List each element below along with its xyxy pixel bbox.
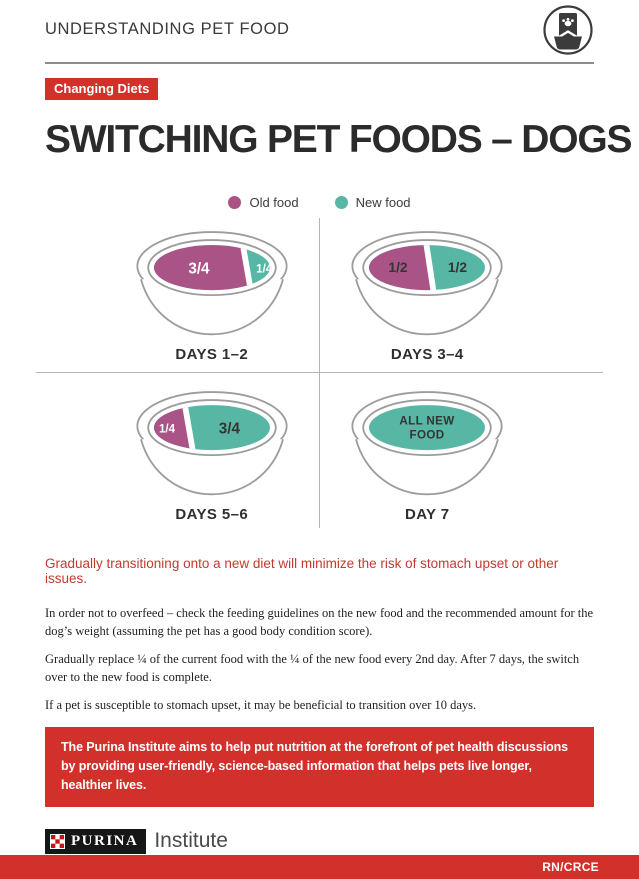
- legend-item-new-food: New food: [334, 194, 411, 210]
- portion-label-new: 1/4: [256, 263, 273, 276]
- day-label: DAYS 5–6: [175, 505, 249, 523]
- grid-row-2: 1/4 3/4 DAYS 5–6 ALL NEW FOOD DAY 7: [104, 372, 535, 528]
- bowl-diagram-days-3-4: 1/2 1/2: [351, 231, 503, 336]
- portion-label-new-line2: FOOD: [410, 428, 445, 441]
- portion-label-new: 3/4: [219, 420, 241, 437]
- bowl-cell-days-1-2: 3/4 1/4 DAYS 1–2: [104, 218, 320, 372]
- paragraph-1: In order not to overfeed – check the fee…: [45, 605, 594, 639]
- brand-suffix: Institute: [154, 829, 228, 853]
- grid-row-1: 3/4 1/4 DAYS 1–2 1/2 1/2: [104, 218, 535, 372]
- portion-label-old: 1/2: [389, 260, 408, 275]
- bowl-cell-days-5-6: 1/4 3/4 DAYS 5–6: [104, 372, 320, 528]
- vertical-divider: [319, 217, 320, 528]
- portion-label-new-line1: ALL NEW: [400, 415, 455, 428]
- day-label: DAY 7: [404, 505, 450, 523]
- header-title: UNDERSTANDING PET FOOD: [45, 20, 290, 38]
- purina-logo-box: PURINA: [45, 828, 147, 854]
- bowl-cell-days-3-4: 1/2 1/2 DAYS 3–4: [320, 218, 536, 372]
- pet-food-bag-bowl-icon: [543, 5, 593, 55]
- portion-label-new: 1/2: [448, 260, 467, 275]
- old-food-dot-icon: [228, 195, 242, 209]
- purina-institute-callout: The Purina Institute aims to help put nu…: [45, 726, 594, 807]
- day-label: DAYS 3–4: [390, 345, 464, 363]
- page-header: UNDERSTANDING PET FOOD: [45, 4, 594, 56]
- section-badge: Changing Diets: [45, 78, 159, 100]
- header-divider: [45, 62, 594, 64]
- document-code: RN/CRCE: [542, 860, 599, 874]
- new-food-dot-icon: [334, 195, 348, 209]
- bowl-diagram-days-1-2: 3/4 1/4: [136, 231, 288, 336]
- bowl-cell-day-7: ALL NEW FOOD DAY 7: [320, 372, 536, 528]
- bowl-diagram-day-7: ALL NEW FOOD: [351, 391, 503, 496]
- horizontal-divider: [36, 371, 603, 373]
- logo-row: PURINA Institute: [45, 828, 256, 854]
- portion-label-old: 1/4: [159, 423, 176, 436]
- legend: Old food New food: [0, 195, 639, 210]
- day-label: DAYS 1–2: [175, 345, 249, 363]
- purina-checkerboard-icon: [50, 833, 65, 849]
- bowl-diagram-days-5-6: 1/4 3/4: [136, 391, 288, 496]
- page-title: SWITCHING PET FOODS – DOGS: [45, 118, 633, 161]
- bowls-grid: 3/4 1/4 DAYS 1–2 1/2 1/2: [36, 217, 603, 528]
- paragraph-3: If a pet is susceptible to stomach upset…: [45, 698, 477, 713]
- brand-name: PURINA: [71, 832, 139, 849]
- legend-label: Old food: [249, 194, 299, 210]
- paragraph-2: Gradually replace ¼ of the current food …: [45, 652, 580, 685]
- legend-label: New food: [355, 194, 411, 210]
- legend-item-old-food: Old food: [228, 194, 299, 210]
- body-text: In order not to overfeed – check the fee…: [45, 604, 594, 715]
- lead-sentence: Gradually transitioning onto a new diet …: [45, 555, 559, 586]
- portion-label-old: 3/4: [188, 260, 210, 277]
- bottom-red-bar: RN/CRCE: [0, 855, 639, 879]
